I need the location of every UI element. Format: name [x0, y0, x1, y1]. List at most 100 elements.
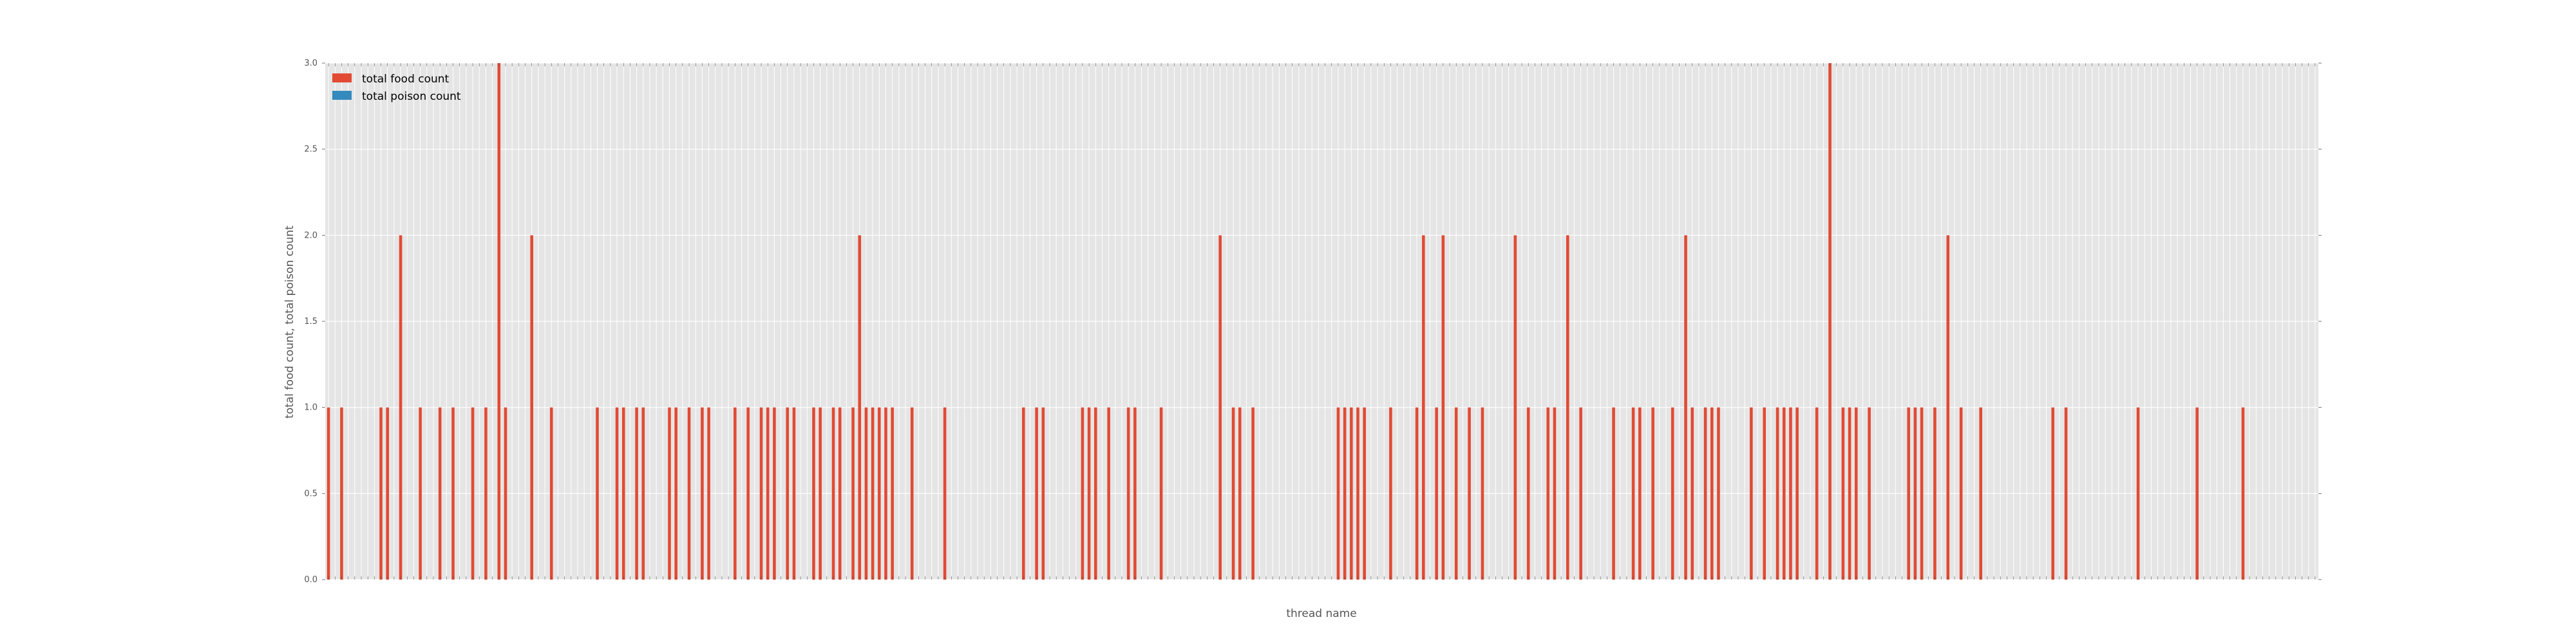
- bar-total-food-count: [530, 235, 533, 580]
- bar-total-food-count: [831, 407, 835, 580]
- bar-total-food-count: [1854, 407, 1858, 580]
- bar-total-food-count: [399, 235, 402, 580]
- bar-total-food-count: [851, 407, 855, 580]
- y-tick-label: 3.0: [304, 59, 317, 68]
- legend-label-poison: total poison count: [362, 90, 461, 103]
- bar-total-food-count: [504, 407, 507, 580]
- bar-total-food-count: [1468, 407, 1471, 580]
- bar-total-food-count: [1343, 407, 1347, 580]
- bar-total-food-count: [1021, 407, 1025, 580]
- bar-total-food-count: [792, 407, 796, 580]
- bar-total-food-count: [773, 407, 776, 580]
- bar-total-food-count: [471, 407, 475, 580]
- legend-label-food: total food count: [362, 73, 450, 86]
- bar-total-food-count: [674, 407, 677, 580]
- bar-total-food-count: [438, 407, 442, 580]
- bar-total-food-count: [1959, 407, 1963, 580]
- bar-total-food-count: [1356, 407, 1359, 580]
- bar-total-food-count: [1920, 407, 1924, 580]
- bar-total-food-count: [1913, 407, 1917, 580]
- bar-total-food-count: [838, 407, 842, 580]
- bar-total-food-count: [1933, 407, 1937, 580]
- bar-total-food-count: [451, 407, 455, 580]
- bar-total-food-count: [1107, 407, 1110, 580]
- bar-total-food-count: [1363, 407, 1366, 580]
- bar-total-food-count: [707, 407, 710, 580]
- bar-total-food-count: [596, 407, 599, 580]
- bar-total-food-count: [615, 407, 619, 580]
- bar-total-food-count: [1907, 407, 1910, 580]
- bar-total-food-count: [891, 407, 894, 580]
- bar-total-food-count: [1126, 407, 1130, 580]
- bar-total-food-count: [1435, 407, 1438, 580]
- bar-total-food-count: [1422, 235, 1425, 580]
- bar-total-food-count: [1041, 407, 1045, 580]
- y-tick-label: 1.5: [304, 317, 317, 327]
- bar-total-food-count: [1441, 235, 1445, 580]
- legend-swatch-food: [332, 73, 352, 82]
- bar-total-food-count: [340, 407, 343, 580]
- bar-total-food-count: [858, 235, 862, 580]
- bar-total-food-count: [1238, 407, 1242, 580]
- bar-total-food-count: [621, 407, 625, 580]
- bar-total-food-count: [1671, 407, 1674, 580]
- bar-total-food-count: [1133, 407, 1137, 580]
- bar-total-food-count: [1566, 235, 1569, 580]
- bar-total-food-count: [786, 407, 790, 580]
- bar-total-food-count: [1815, 407, 1819, 580]
- legend-swatch-poison: [332, 91, 352, 100]
- y-tick-label: 1.0: [304, 403, 317, 413]
- bars: [327, 63, 2245, 580]
- bar-total-food-count: [1553, 407, 1557, 580]
- bar-total-food-count: [1684, 235, 1687, 580]
- bar-total-food-count: [864, 407, 868, 580]
- y-tick-label: 2.0: [304, 231, 317, 240]
- bar-total-food-count: [687, 407, 691, 580]
- bar-total-food-count: [635, 407, 638, 580]
- bar-total-food-count: [641, 407, 645, 580]
- bar-total-food-count: [1159, 407, 1163, 580]
- bar-total-food-count: [1828, 63, 1832, 580]
- bar-total-food-count: [759, 407, 763, 580]
- x-axis-title: thread name: [1286, 607, 1356, 620]
- bar-total-food-count: [1946, 235, 1950, 580]
- bar-total-food-count: [1350, 407, 1353, 580]
- bar-total-food-count: [1631, 407, 1635, 580]
- bar-total-food-count: [1841, 407, 1845, 580]
- bar-total-food-count: [871, 407, 875, 580]
- legend: total food count total poison count: [332, 73, 461, 103]
- bar-total-food-count: [386, 407, 390, 580]
- bar-total-food-count: [2136, 407, 2140, 580]
- bar-total-food-count: [1454, 407, 1458, 580]
- bar-total-food-count: [1868, 407, 1871, 580]
- y-axis-ticks: 0.0 0.5 1.0 1.5 2.0 2.5 3.0: [304, 59, 2322, 585]
- bar-total-food-count: [1526, 407, 1530, 580]
- bar-total-food-count: [877, 407, 881, 580]
- bar-total-food-count: [2195, 407, 2199, 580]
- bar-total-food-count: [1336, 407, 1340, 580]
- bar-total-food-count: [1513, 235, 1517, 580]
- bar-total-food-count: [1789, 407, 1792, 580]
- bar-total-food-count: [1415, 407, 1419, 580]
- bar-total-food-count: [1612, 407, 1615, 580]
- bar-total-food-count: [1717, 407, 1720, 580]
- bar-total-food-count: [1218, 235, 1222, 580]
- bar-total-food-count: [2064, 407, 2068, 580]
- bar-total-food-count: [1231, 407, 1235, 580]
- y-tick-label: 0.0: [304, 575, 317, 585]
- bar-total-food-count: [1690, 407, 1694, 580]
- bar-total-food-count: [1848, 407, 1852, 580]
- bar-total-food-count: [1776, 407, 1779, 580]
- bar-total-food-count: [2051, 407, 2054, 580]
- x-axis-ticks: [328, 63, 2316, 580]
- bar-total-food-count: [1389, 407, 1392, 580]
- bar-total-food-count: [379, 407, 383, 580]
- bar-total-food-count: [484, 407, 488, 580]
- y-axis-title: total food count, total poison count: [283, 225, 296, 419]
- bar-total-food-count: [943, 407, 947, 580]
- bar-total-food-count: [884, 407, 887, 580]
- bar-total-food-count: [497, 63, 501, 580]
- y-tick-label: 0.5: [304, 489, 317, 498]
- bar-total-food-count: [1638, 407, 1642, 580]
